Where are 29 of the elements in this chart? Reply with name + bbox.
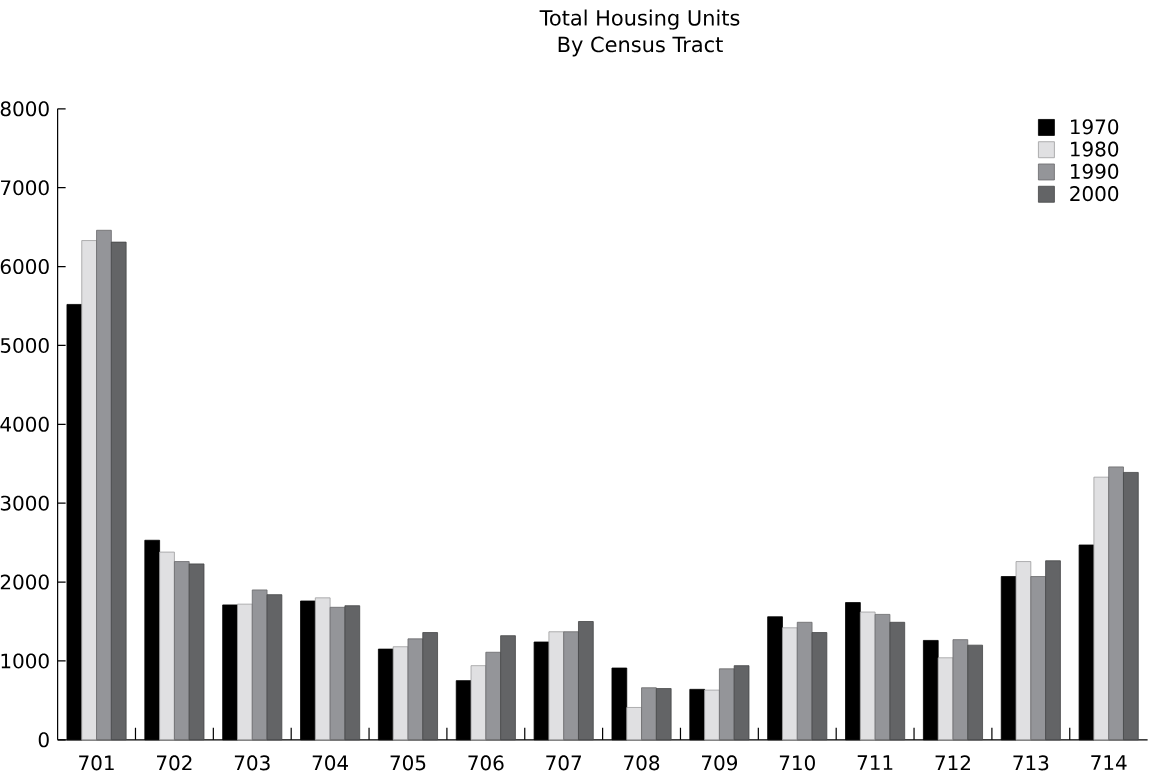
x-tick-label: 704 <box>312 755 349 771</box>
legend-label: 1970 <box>1071 119 1119 135</box>
x-tick-label: 714 <box>1091 755 1127 770</box>
x-tick-label: 710 <box>779 755 815 771</box>
x-tick-label: 711 <box>857 755 893 770</box>
y-tick-label: 6000 <box>0 259 49 275</box>
y-tick-label: 7000 <box>1 180 49 196</box>
legend-label: 1980 <box>1071 141 1119 157</box>
legend-label: 1990 <box>1071 163 1119 179</box>
x-tick-label: 705 <box>390 755 426 771</box>
x-tick-label: 702 <box>157 755 192 771</box>
legend-label: 2000 <box>1070 186 1119 202</box>
x-tick-label: 712 <box>935 755 970 771</box>
y-tick-label: 8000 <box>0 101 49 117</box>
x-tick-label: 706 <box>468 755 504 771</box>
x-tick-label: 707 <box>546 755 581 771</box>
y-tick-label: 3000 <box>0 495 49 511</box>
y-tick-label: 4000 <box>0 416 49 432</box>
y-tick-label: 0 <box>38 732 49 748</box>
y-tick-label: 2000 <box>0 574 49 590</box>
x-tick-label: 701 <box>79 755 114 771</box>
chart-title: Total Housing Units <box>539 9 740 30</box>
x-tick-label: 708 <box>624 755 660 771</box>
chart-subtitle: By Census Tract <box>558 36 723 57</box>
y-tick-label: 1000 <box>1 653 49 669</box>
y-tick-label: 5000 <box>0 337 49 353</box>
x-tick-label: 713 <box>1013 755 1049 771</box>
x-tick-label: 709 <box>702 755 738 771</box>
x-tick-label: 703 <box>234 755 270 771</box>
